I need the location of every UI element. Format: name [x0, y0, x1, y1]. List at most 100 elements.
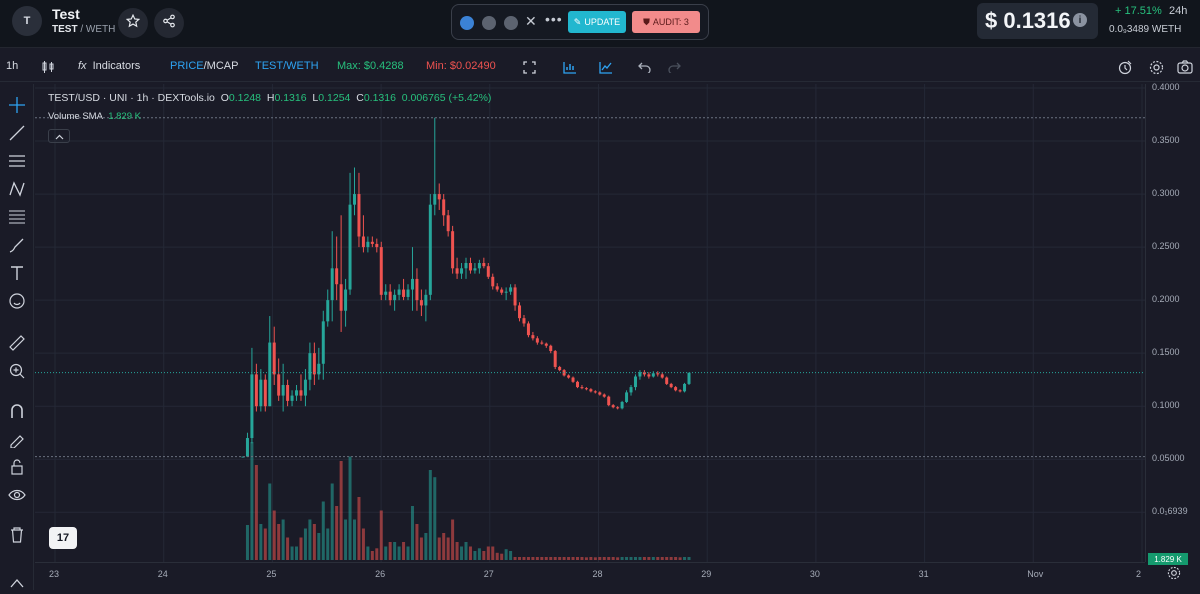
fib-icon[interactable] [6, 206, 28, 228]
volume-bar [389, 542, 392, 560]
drawing-tools [0, 84, 34, 590]
change-value: 0.006765 (+5.42%) [402, 92, 492, 104]
more-icon[interactable]: ••• [545, 11, 563, 27]
lock-drawing-icon[interactable] [6, 428, 28, 450]
volume-bar [322, 502, 325, 561]
volume-bar [456, 542, 459, 560]
candle-body [531, 335, 534, 338]
volume-bar [558, 557, 561, 560]
replay-icon[interactable] [1117, 59, 1133, 75]
candle-body [438, 194, 441, 199]
collapse-legend-button[interactable] [48, 129, 70, 143]
chevron-up-icon [55, 127, 64, 145]
horizontal-lines-icon[interactable] [6, 150, 28, 172]
price-tick-label: 0.05000 [1152, 453, 1185, 463]
price-mcap-toggle[interactable]: PRICE/MCAP [170, 60, 238, 72]
candle-type-icon[interactable] [40, 59, 56, 75]
undo-icon[interactable] [636, 59, 652, 75]
volume-bar [572, 557, 575, 560]
time-tick-label: Nov [1027, 569, 1043, 579]
indicators-label: Indicators [93, 60, 141, 72]
price-toggle-label: PRICE [170, 60, 204, 72]
bar-chart-icon[interactable] [562, 59, 578, 75]
lock-icon[interactable] [6, 456, 28, 478]
interval-selector[interactable]: 1h [6, 60, 18, 72]
candle-body [554, 351, 557, 367]
eye-icon[interactable] [6, 484, 28, 506]
info-icon[interactable]: i [1073, 13, 1087, 27]
text-icon[interactable] [6, 262, 28, 284]
crosshair-icon[interactable] [6, 94, 28, 116]
audit-button[interactable]: ⛊ AUDIT: 3 [632, 11, 700, 33]
candle-body [585, 388, 588, 389]
chain-icon[interactable] [460, 16, 474, 30]
x-icon[interactable]: ✕ [525, 13, 537, 30]
brush-icon[interactable] [6, 234, 28, 256]
candle-body [456, 268, 459, 273]
close-label: C [356, 92, 364, 104]
volume-bar [643, 557, 646, 560]
price-tick-label: 0.3500 [1152, 135, 1180, 145]
volume-badge: 1.829 K [1148, 553, 1188, 565]
tradingview-logo[interactable]: 17 [49, 527, 77, 549]
candle-body [621, 402, 624, 408]
pair-toggle[interactable]: TEST/WETH [255, 60, 319, 72]
volume-bar [594, 557, 597, 560]
volume-bar [527, 557, 530, 560]
volume-bar [308, 520, 311, 561]
volume-bar [433, 477, 436, 560]
telegram-icon[interactable] [504, 16, 518, 30]
expand-icon[interactable] [6, 572, 28, 594]
volume-bar [634, 557, 637, 560]
price-change-period: 24h [1169, 5, 1187, 17]
max-price[interactable]: Max: $0.4288 [337, 60, 404, 72]
volume-bar [371, 551, 374, 560]
share-button[interactable] [154, 8, 184, 38]
volume-bar [465, 542, 468, 560]
update-button[interactable]: ✎ UPDATE [568, 11, 626, 33]
zoom-in-icon[interactable] [6, 360, 28, 382]
candle-body [402, 290, 405, 297]
update-label: UPDATE [584, 17, 620, 27]
time-tick-label: 24 [158, 569, 168, 579]
candle-body [469, 263, 472, 270]
time-tick-label: 27 [484, 569, 494, 579]
volume-bar [585, 557, 588, 560]
min-price[interactable]: Min: $0.02490 [426, 60, 496, 72]
fullscreen-icon[interactable] [521, 59, 537, 75]
top-bar: T Test TEST / WETH ✕ ••• ✎ UPDATE ⛊ AUDIT:… [0, 0, 1200, 48]
candle-body [277, 374, 280, 395]
trend-line-icon[interactable] [6, 122, 28, 144]
ruler-icon[interactable] [6, 332, 28, 354]
settings-icon[interactable] [1148, 59, 1164, 75]
price-axis[interactable]: 0.4000 0.3500 0.3000 0.2500 0.2000 0.1500 0.10… [1145, 84, 1200, 562]
edit-icon: ✎ [574, 17, 582, 28]
price-tick-label: 0.1500 [1152, 347, 1180, 357]
candle-body [299, 390, 302, 395]
pattern-icon[interactable] [6, 178, 28, 200]
price-chart[interactable] [35, 84, 1145, 562]
camera-icon[interactable] [1177, 59, 1193, 75]
time-axis[interactable]: 23 24 25 26 27 28 29 30 31 Nov 2 [35, 562, 1145, 590]
candle-body [398, 290, 401, 295]
emoji-icon[interactable] [6, 290, 28, 312]
volume-bar [647, 557, 650, 560]
website-icon[interactable] [482, 16, 496, 30]
candle-body [255, 374, 258, 406]
indicators-button[interactable]: fx Indicators [78, 60, 140, 72]
candle-body [424, 295, 427, 306]
candle-body [465, 263, 468, 268]
line-chart-icon[interactable] [598, 59, 614, 75]
volume-bar [545, 557, 548, 560]
magnet-icon[interactable] [6, 400, 28, 422]
trash-icon[interactable] [6, 524, 28, 546]
axis-settings-icon[interactable] [1167, 566, 1181, 585]
favorite-button[interactable] [118, 8, 148, 38]
candle-body [366, 242, 369, 247]
volume-bar [460, 547, 463, 561]
volume-bar [612, 557, 615, 560]
candle-body [393, 295, 396, 300]
price-box: $ 0.1316 i [977, 3, 1098, 39]
redo-icon[interactable] [666, 59, 682, 75]
candle-body [442, 199, 445, 215]
